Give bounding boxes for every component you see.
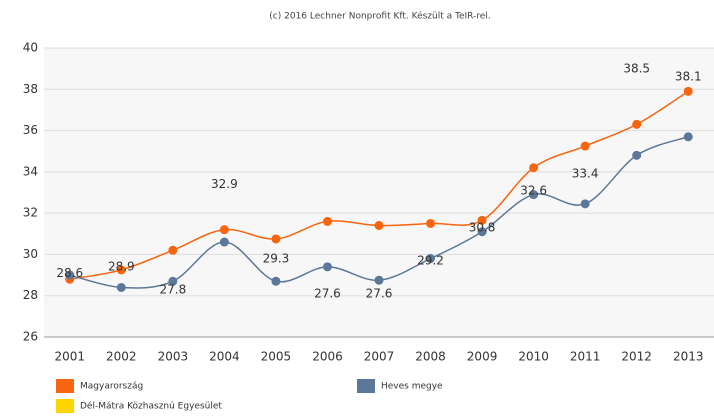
point [322,262,332,272]
legend-label: Dél-Mátra Közhasznú Egyesület [80,401,222,412]
point [477,227,487,237]
x-tick-label: 2009 [467,350,498,364]
legend-swatch [357,379,375,393]
x-tick-label: 2001 [54,350,85,364]
x-tick-label: 2010 [518,350,549,364]
point [477,215,487,225]
point [322,216,332,226]
point [374,221,384,231]
y-tick-label: 30 [23,247,38,261]
y-tick-label: 28 [23,288,38,302]
value-label: 27.6 [314,286,341,300]
point [168,245,178,255]
point [683,86,693,96]
value-label: 32.6 [520,183,547,197]
x-tick-label: 2005 [261,350,292,364]
point [271,234,281,244]
legend-swatch [56,379,74,393]
point [529,163,539,173]
point [580,141,590,151]
value-label: 27.8 [159,282,186,296]
legend-label: Heves megye [381,382,443,392]
x-tick-label: 2003 [158,350,189,364]
point [426,218,436,228]
value-label: 33.4 [572,167,599,181]
x-tick-label: 2011 [570,350,601,364]
point [529,190,539,200]
point [632,119,642,129]
y-tick-label: 38 [23,82,38,96]
x-tick-label: 2002 [106,350,137,364]
point [683,132,693,142]
point [219,225,229,235]
value-label: 27.6 [366,286,393,300]
y-tick-label: 36 [23,123,38,137]
point [632,150,642,160]
value-label: 29.2 [417,253,444,267]
point [116,265,126,275]
credit: (c) 2016 Lechner Nonprofit Kft. Készült … [269,11,490,22]
plot-area [44,48,714,337]
x-tick-label: 2007 [364,350,395,364]
value-label: 38.5 [623,61,650,75]
point [219,237,229,247]
point [426,254,436,264]
x-tick-label: 2006 [312,350,343,364]
y-tick-label: 40 [23,41,38,55]
value-label: 29.3 [263,251,290,265]
x-tick-label: 2013 [673,350,704,364]
value-label: 28.9 [108,260,135,274]
point [271,276,281,286]
value-label: 32.9 [211,177,238,191]
x-tick-label: 2004 [209,350,240,364]
point [168,276,178,286]
legend-swatch [56,399,74,413]
value-label: 28.6 [56,266,83,280]
y-tick-label: 26 [23,330,38,344]
x-tick-label: 2008 [415,350,446,364]
point [374,275,384,285]
value-label: 30.8 [469,220,496,234]
legend-label: Magyarország [80,382,143,392]
value-label: 38.1 [675,70,702,84]
y-tick-label: 34 [23,164,38,178]
point [65,270,75,280]
y-tick-label: 32 [23,206,38,220]
point [116,282,126,292]
point [580,199,590,209]
x-tick-label: 2012 [621,350,652,364]
